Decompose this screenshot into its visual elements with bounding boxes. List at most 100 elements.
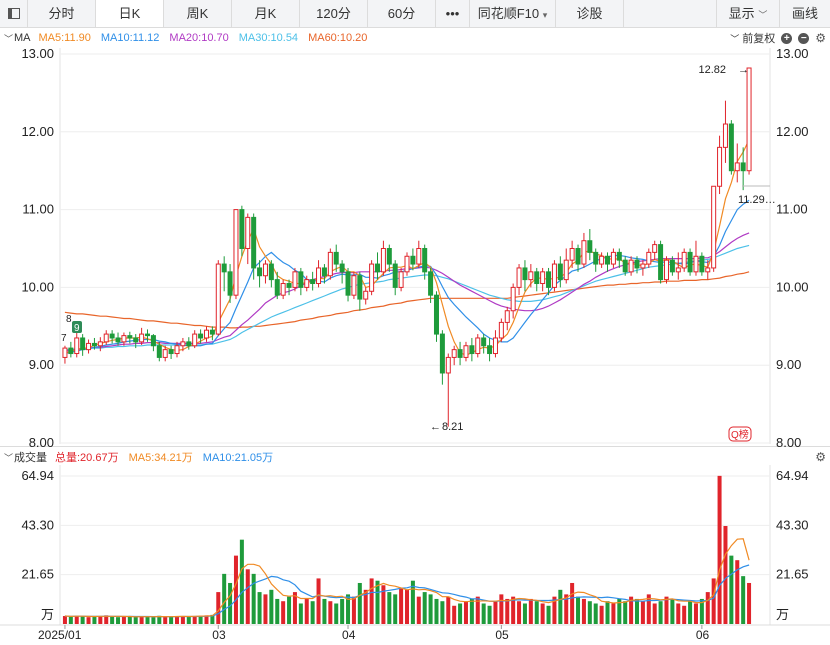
volume-bar	[322, 598, 327, 624]
candle-body	[398, 271, 404, 288]
candle-body	[186, 341, 192, 347]
candle	[292, 267, 298, 292]
candle	[203, 326, 209, 342]
candle	[551, 260, 557, 292]
volume-bar	[593, 603, 598, 624]
volume-bar	[475, 596, 480, 624]
candle	[722, 100, 728, 163]
candle-body	[162, 349, 168, 358]
candle-body	[227, 271, 233, 296]
total-volume-label: 总量:20.67万	[55, 452, 119, 464]
ma5-label: MA5:11.90	[38, 32, 91, 44]
candle	[487, 337, 493, 362]
volume-bar	[688, 601, 693, 624]
volume-bar	[316, 578, 321, 624]
display-menu-button[interactable]: 显示 ﹀	[716, 0, 780, 27]
volume-bar	[735, 560, 740, 624]
volume-bar	[699, 598, 704, 624]
candle	[174, 341, 180, 358]
ma20-line	[64, 232, 750, 352]
candle-body	[717, 146, 723, 187]
indicator-label[interactable]: MA	[14, 32, 31, 44]
candle	[333, 244, 339, 272]
panel-toggle-icon[interactable]	[0, 0, 28, 27]
rank-badge[interactable]	[728, 426, 752, 442]
candle	[127, 331, 133, 344]
candle	[528, 264, 534, 288]
candle	[68, 341, 74, 358]
tab-120min[interactable]: 120分	[300, 0, 368, 27]
candle-body	[198, 333, 204, 339]
volume-title[interactable]: 成交量	[14, 452, 47, 464]
candle	[457, 341, 463, 366]
candle	[569, 240, 575, 268]
tab-monthly-k[interactable]: 月K	[232, 0, 300, 27]
tab-intraday[interactable]: 分时	[28, 0, 96, 27]
candle	[705, 260, 711, 280]
candle	[422, 244, 428, 280]
candle-body	[534, 271, 540, 285]
chevron-down-icon[interactable]: ﹀	[4, 33, 14, 44]
tab-weekly-k[interactable]: 周K	[164, 0, 232, 27]
volume-bar	[74, 615, 79, 624]
zoom-out-icon[interactable]: −	[798, 32, 810, 44]
volume-bar	[116, 617, 121, 624]
candle-body	[68, 347, 74, 355]
tab-more[interactable]: •••	[436, 0, 470, 27]
volume-bar	[611, 603, 616, 624]
volume-bar	[357, 582, 362, 624]
volume-bar	[540, 603, 545, 624]
volume-bar	[410, 580, 415, 624]
candle	[168, 345, 174, 359]
price-axis-label-right: 12.00	[776, 124, 809, 139]
annotation-9: 9	[74, 323, 80, 334]
candle-body	[74, 337, 80, 355]
volume-bar	[233, 555, 238, 624]
volume-bar	[328, 601, 333, 624]
candle	[504, 306, 510, 331]
candle-body	[127, 335, 133, 339]
volume-bar	[239, 539, 244, 624]
candle	[546, 267, 552, 296]
volume-ma5-label: MA5:34.21万	[128, 452, 193, 464]
candle-body	[457, 349, 463, 358]
candle	[227, 264, 233, 303]
candle-body	[634, 259, 640, 269]
annotation-8: 8	[66, 314, 72, 325]
gear-icon[interactable]: ⚙	[815, 31, 826, 45]
ma20-label: MA20:10.70	[169, 32, 229, 44]
candle	[522, 260, 528, 292]
volume-axis-label-left: 43.30	[21, 517, 54, 532]
candle	[416, 240, 422, 268]
zoom-in-icon[interactable]: +	[781, 32, 793, 44]
volume-axis-label-left: 64.94	[21, 468, 54, 483]
volume-bar	[564, 594, 569, 624]
volume-bar	[363, 589, 368, 624]
gear-icon[interactable]: ⚙	[815, 450, 826, 464]
candle-body	[286, 283, 292, 288]
volume-bar	[741, 576, 746, 624]
chevron-down-icon[interactable]: ﹀	[730, 33, 740, 44]
tab-daily-k[interactable]: 日K	[96, 0, 164, 27]
volume-bar	[452, 605, 457, 624]
volume-bar	[664, 596, 669, 624]
tab-60min[interactable]: 60分	[368, 0, 436, 27]
chevron-down-icon[interactable]: ﹀	[4, 452, 14, 463]
volume-bar	[245, 569, 250, 624]
candle-body	[145, 333, 151, 337]
candle	[150, 334, 156, 352]
tab-f10[interactable]: 同花顺F10 ▾	[470, 0, 556, 27]
candle	[475, 334, 481, 358]
candle-body	[487, 345, 493, 355]
candle	[274, 271, 280, 300]
rank-badge-text: Q榜	[731, 428, 749, 441]
candle	[316, 260, 322, 288]
volume-bar	[98, 616, 103, 624]
volume-bar	[399, 587, 404, 624]
draw-line-button[interactable]: 画线	[791, 6, 818, 21]
adjust-button[interactable]: 前复权	[742, 33, 776, 45]
tab-diagnose[interactable]: 诊股	[556, 0, 624, 27]
volume-bar	[676, 603, 681, 624]
candle-body	[251, 216, 257, 269]
